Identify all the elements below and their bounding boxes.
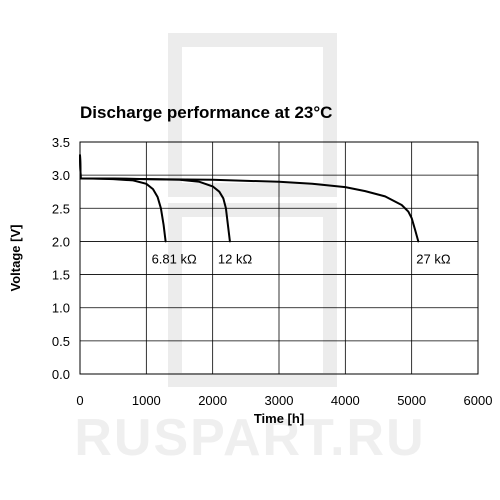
y-tick-label: 1.0	[52, 301, 70, 316]
y-tick-label: 0.5	[52, 334, 70, 349]
y-axis-label: Voltage [V]	[8, 225, 23, 292]
x-axis-label: Time [h]	[254, 411, 304, 426]
x-tick-label: 1000	[132, 393, 161, 408]
plot-frame	[79, 141, 479, 375]
y-tick-label: 3.5	[52, 135, 70, 150]
watermark: RUSPART.RU	[74, 33, 425, 467]
x-axis-ticks: 0 1000 2000 3000 4000 5000 6000	[76, 393, 492, 408]
x-tick-label: 3000	[265, 393, 294, 408]
x-tick-label: 4000	[331, 393, 360, 408]
watermark-text: RUSPART.RU	[74, 409, 425, 467]
series-group	[79, 154, 420, 243]
curve-labels: 6.81 kΩ 12 kΩ 27 kΩ	[152, 251, 451, 266]
series-label-1: 6.81 kΩ	[152, 251, 197, 266]
y-tick-label: 1.5	[52, 268, 70, 283]
x-tick-label: 0	[76, 393, 83, 408]
x-tick-label: 2000	[198, 393, 227, 408]
x-tick-label: 6000	[464, 393, 493, 408]
series-label-3: 27 kΩ	[416, 251, 451, 266]
series-label-2: 12 kΩ	[218, 251, 253, 266]
series-line-1	[79, 154, 167, 243]
series-line-2	[79, 154, 231, 243]
y-axis-ticks: 0.0 0.5 1.0 1.5 2.0 2.5 3.0 3.5	[52, 135, 70, 382]
y-tick-label: 2.5	[52, 201, 70, 216]
y-tick-label: 2.0	[52, 234, 70, 249]
chart-title: Discharge performance at 23°C	[80, 103, 332, 122]
grid	[80, 142, 478, 374]
series-line-3	[79, 154, 420, 243]
y-tick-label: 3.0	[52, 168, 70, 183]
y-tick-label: 0.0	[52, 367, 70, 382]
x-tick-label: 5000	[397, 393, 426, 408]
